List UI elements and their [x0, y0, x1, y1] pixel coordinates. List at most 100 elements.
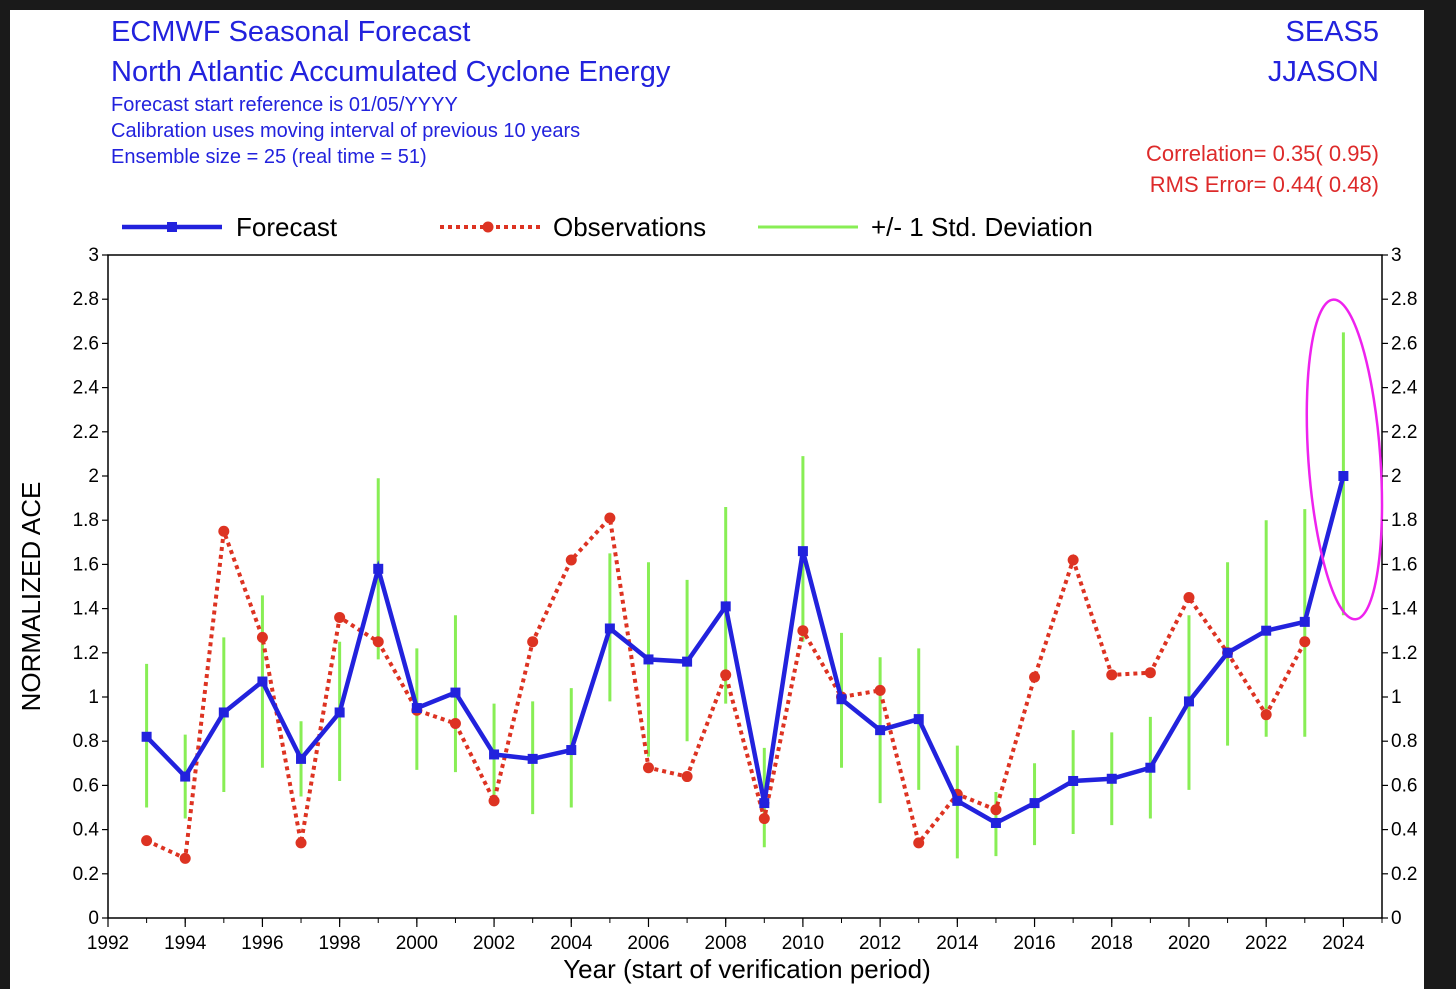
series-layer: [141, 298, 1384, 864]
y-tick-label-left: 2.6: [73, 333, 99, 354]
observation-point: [797, 625, 809, 637]
forecast-point: [1183, 696, 1194, 707]
observation-point: [334, 611, 346, 623]
x-tick-label: 2006: [627, 933, 669, 954]
correlation-stat: Correlation= 0.35( 0.95): [1146, 141, 1379, 166]
rms-error-stat: RMS Error= 0.44( 0.48): [1149, 172, 1379, 197]
y-tick-label-right: 0.4: [1391, 820, 1418, 841]
observation-point: [372, 636, 384, 648]
x-axis-title: Year (start of verification period): [563, 954, 931, 984]
x-tick-label: 2010: [782, 933, 824, 954]
forecast-line: [144, 475, 1346, 826]
observation-point: [758, 813, 770, 825]
forecast-point: [527, 753, 538, 764]
system-label: SEAS5: [1285, 16, 1380, 48]
x-tick-label: 2020: [1168, 933, 1210, 954]
observation-point: [179, 852, 191, 864]
y-tick-label-left: 0.4: [73, 820, 100, 841]
forecast-point: [1261, 625, 1272, 636]
y-tick-label-right: 3: [1391, 245, 1402, 266]
legend-observations-marker: [482, 221, 494, 233]
forecast-point: [1338, 471, 1349, 481]
y-tick-label-left: 2: [88, 466, 99, 487]
observation-point: [1067, 554, 1079, 566]
y-tick-label-left: 0: [88, 908, 99, 929]
legend-observations-label: Observations: [553, 212, 706, 242]
observation-point: [295, 837, 307, 849]
ace-chart: Forecast Observations +/- 1 Std. Deviation…: [16, 212, 1418, 984]
observation-point: [1106, 669, 1118, 681]
observation-point: [1299, 636, 1311, 648]
forecast-point: [720, 601, 731, 612]
observation-point: [565, 554, 577, 566]
ensemble-size-note: Ensemble size = 25 (real time = 51): [111, 146, 427, 168]
y-tick-label-right: 1.6: [1391, 554, 1417, 575]
forecast-point: [450, 687, 461, 698]
observation-point: [141, 835, 153, 847]
forecast-point: [759, 798, 770, 809]
forecast-point: [952, 795, 963, 806]
observation-point: [604, 512, 616, 524]
chart-frame: ECMWF Seasonal Forecast North Atlantic A…: [10, 10, 1424, 989]
forecast-point: [218, 707, 229, 718]
x-tick-label: 2016: [1013, 933, 1055, 954]
x-tick-label: 2012: [859, 933, 901, 954]
forecast-point: [1299, 616, 1310, 627]
observation-point: [1183, 592, 1195, 604]
y-tick-label-right: 0.2: [1391, 864, 1417, 885]
forecast-point: [990, 817, 1001, 828]
forecast-point: [566, 745, 577, 756]
x-tick-label: 1998: [318, 933, 360, 954]
observation-point: [681, 771, 693, 783]
y-tick-label-right: 1.2: [1391, 643, 1417, 664]
x-tick-label: 2014: [936, 933, 979, 954]
observation-point: [449, 718, 461, 730]
y-tick-label-left: 0.6: [73, 775, 99, 796]
forecast-start-note: Forecast start reference is 01/05/YYYY: [111, 94, 458, 116]
y-tick-label-left: 1.4: [73, 599, 100, 620]
calibration-note: Calibration uses moving interval of prev…: [111, 120, 581, 142]
y-tick-label-left: 0.2: [73, 864, 99, 885]
observation-point: [527, 636, 539, 648]
y-tick-label-right: 2.2: [1391, 422, 1417, 443]
forecast-point: [296, 753, 307, 764]
y-tick-label-right: 0.8: [1391, 731, 1417, 752]
x-tick-label: 1996: [241, 933, 283, 954]
y-tick-label-left: 1.8: [73, 510, 99, 531]
legend-forecast-label: Forecast: [236, 212, 338, 242]
forecast-point: [489, 749, 500, 760]
forecast-point: [875, 725, 886, 736]
y-tick-label-right: 2.6: [1391, 333, 1417, 354]
forecast-point: [643, 654, 654, 665]
axis-ticks: 0 0 0.2 0.2 0.4 0.4 0.6 0.6 0.8 0.8 1 1 1.2 1.2 1.4 1.4…: [73, 245, 1418, 954]
x-tick-label: 2004: [550, 933, 593, 954]
forecast-point: [1068, 775, 1079, 786]
y-tick-label-left: 1: [88, 687, 99, 708]
y-tick-label-left: 2.8: [73, 289, 99, 310]
observation-point: [218, 525, 230, 537]
forecast-point: [334, 707, 345, 718]
y-tick-label-left: 3: [88, 245, 99, 266]
forecast-point: [257, 676, 268, 687]
y-tick-label-left: 2.4: [73, 378, 100, 399]
x-tick-label: 1994: [164, 933, 207, 954]
observation-point: [720, 669, 732, 681]
forecast-point: [1222, 647, 1233, 658]
observation-point: [256, 631, 268, 643]
observation-point: [642, 762, 654, 774]
plot-border: [107, 254, 1383, 919]
observation-point: [1260, 709, 1272, 721]
observation-point: [1144, 667, 1156, 679]
y-axis-title: NORMALIZED ACE: [16, 482, 46, 712]
forecast-point: [373, 563, 384, 574]
observation-point: [1029, 671, 1041, 683]
y-tick-label-left: 0.8: [73, 731, 99, 752]
forecast-point: [411, 703, 422, 714]
y-tick-label-right: 2.8: [1391, 289, 1417, 310]
forecast-point: [836, 694, 847, 705]
legend: Forecast Observations +/- 1 Std. Deviation: [122, 212, 1093, 242]
forecast-point: [1029, 798, 1040, 809]
x-tick-label: 2000: [396, 933, 438, 954]
forecast-point: [180, 771, 191, 782]
y-tick-label-right: 1.8: [1391, 510, 1417, 531]
